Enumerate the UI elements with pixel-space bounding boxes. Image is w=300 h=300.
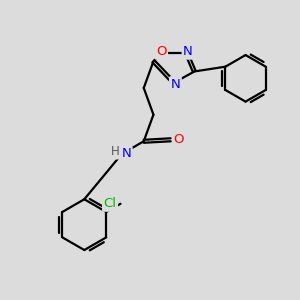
Text: O: O xyxy=(174,133,184,146)
Text: H: H xyxy=(111,145,120,158)
Text: N: N xyxy=(183,45,193,58)
Text: N: N xyxy=(170,78,180,91)
Text: O: O xyxy=(156,45,166,58)
Text: N: N xyxy=(122,148,131,160)
Text: Cl: Cl xyxy=(103,197,117,210)
